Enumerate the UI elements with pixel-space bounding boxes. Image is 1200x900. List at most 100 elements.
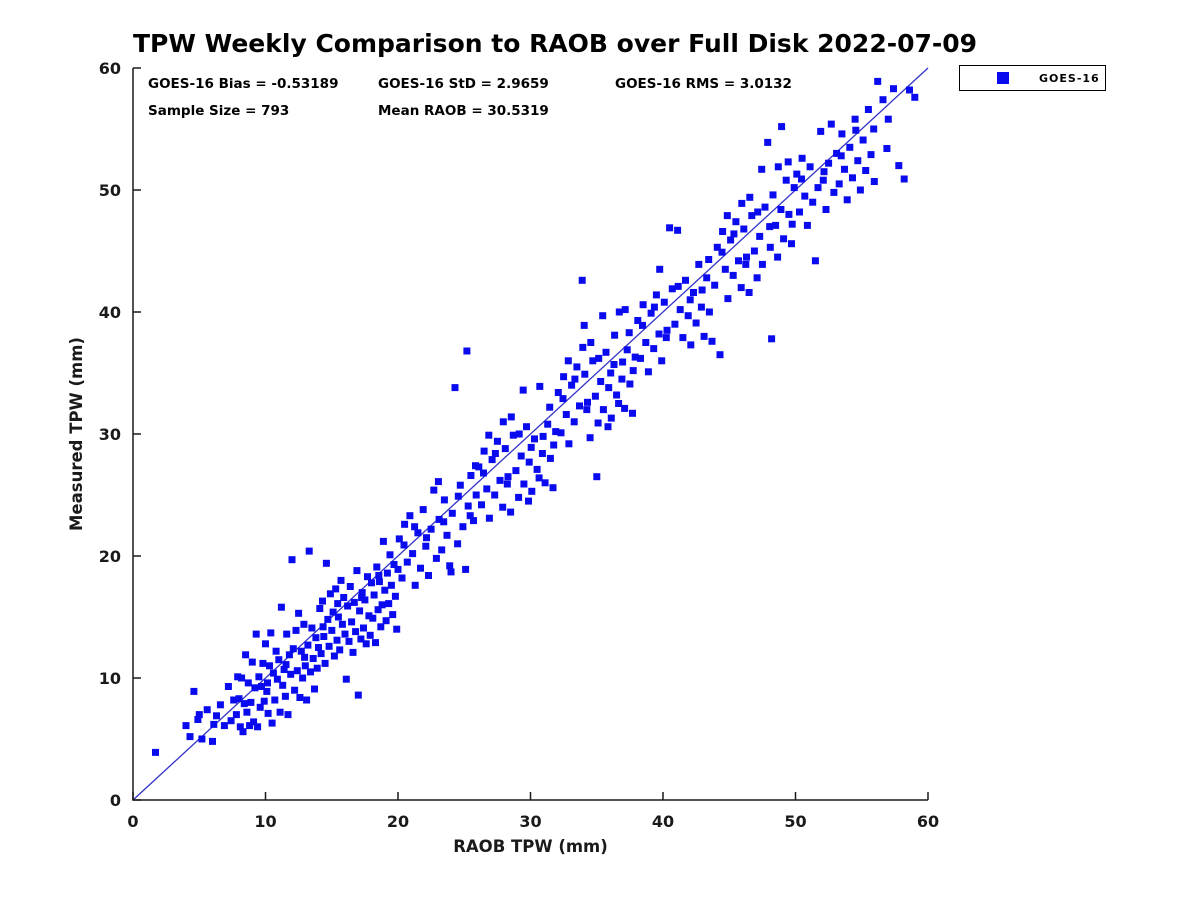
scatter-point — [198, 735, 206, 743]
scatter-point — [849, 174, 856, 182]
scatter-point — [365, 612, 373, 620]
scatter-point — [227, 717, 235, 725]
y-axis-label: Measured TPW (mm) — [67, 337, 86, 531]
scatter-point — [827, 120, 835, 128]
scatter-point — [435, 515, 443, 523]
scatter-point — [705, 256, 713, 263]
scatter-point — [830, 188, 838, 196]
scatter-point — [814, 184, 822, 192]
scatter-point — [203, 706, 211, 714]
legend-label: GOES-16 — [1039, 71, 1100, 85]
scatter-point — [389, 611, 397, 619]
scatter-point — [621, 404, 629, 412]
scatter-point — [252, 630, 260, 638]
scatter-point — [644, 368, 652, 376]
scatter-point — [568, 381, 576, 389]
scatter-point — [541, 479, 549, 487]
scatter-point — [422, 542, 430, 550]
scatter-point — [527, 443, 535, 451]
scatter-point — [248, 658, 256, 666]
scatter-point — [379, 537, 387, 545]
scatter-point — [859, 136, 867, 144]
scatter-point — [293, 667, 301, 675]
scatter-point — [316, 605, 324, 612]
scatter-point — [243, 708, 251, 716]
scatter-point — [772, 221, 780, 229]
scatter-point — [370, 591, 378, 599]
scatter-point — [266, 662, 273, 670]
scatter-point — [634, 317, 642, 324]
scatter-point — [906, 86, 913, 94]
scatter-point — [631, 353, 639, 361]
scatter-point — [671, 320, 679, 328]
scatter-point — [235, 695, 243, 703]
scatter-point — [313, 664, 321, 672]
scatter-point — [642, 339, 650, 346]
scatter-point — [778, 123, 786, 131]
scatter-point — [234, 673, 242, 681]
scatter-point — [324, 615, 332, 623]
scatter-point — [398, 574, 406, 582]
scatter-point — [740, 225, 748, 233]
scatter-point — [593, 473, 601, 481]
scatter-point — [629, 409, 636, 417]
scatter-point — [862, 167, 870, 174]
scatter-point — [784, 158, 792, 166]
scatter-point — [328, 626, 336, 634]
scatter-point — [464, 502, 472, 510]
scatter-point — [809, 198, 817, 206]
scatter-point — [344, 602, 352, 610]
scatter-point — [342, 675, 350, 683]
y-tick-label: 20 — [99, 547, 121, 566]
scatter-point — [562, 411, 570, 418]
scatter-point — [639, 301, 647, 309]
scatter-point — [607, 414, 615, 422]
scatter-point — [724, 295, 732, 303]
scatter-point — [259, 659, 267, 667]
x-tick-label: 0 — [127, 812, 138, 831]
scatter-point — [528, 487, 536, 495]
scatter-point — [766, 243, 774, 251]
scatter-point — [269, 669, 277, 677]
scatter-point — [895, 162, 903, 170]
scatter-point — [317, 650, 325, 658]
scatter-point — [195, 711, 203, 719]
scatter-point — [679, 334, 687, 342]
scatter-point — [358, 594, 366, 601]
scatter-point — [504, 473, 512, 481]
y-tick-label: 30 — [99, 425, 121, 444]
y-tick-label: 40 — [99, 303, 121, 322]
scatter-point — [446, 562, 454, 570]
stat-mean-raob: Mean RAOB = 30.5319 — [378, 103, 549, 119]
scatter-point — [835, 180, 843, 188]
scatter-point — [325, 642, 333, 650]
scatter-point — [322, 559, 330, 567]
scatter-point — [375, 572, 383, 579]
scatter-point — [251, 684, 259, 692]
scatter-point — [564, 357, 572, 365]
scatter-point — [390, 561, 398, 568]
scatter-point — [637, 354, 644, 362]
scatter-point — [658, 357, 666, 365]
scatter-point — [307, 668, 314, 676]
scatter-point — [626, 380, 634, 388]
scatter-point — [604, 423, 612, 431]
scatter-point — [695, 260, 703, 268]
scatter-point — [382, 617, 390, 625]
scatter-point — [244, 679, 252, 687]
scatter-point — [655, 330, 663, 338]
scatter-point — [774, 253, 782, 261]
scatter-point — [336, 646, 344, 654]
scatter-point — [319, 597, 326, 605]
stat-std: GOES-16 StD = 2.9659 — [378, 76, 549, 92]
scatter-point — [451, 384, 459, 392]
scatter-point — [837, 152, 845, 160]
scatter-point — [501, 445, 509, 453]
scatter-point — [246, 722, 254, 730]
y-tick-label: 60 — [99, 59, 121, 78]
scatter-point — [754, 208, 762, 216]
scatter-point — [557, 429, 565, 437]
scatter-point — [737, 284, 745, 292]
scatter-point — [748, 212, 756, 220]
scatter-point — [650, 303, 658, 311]
